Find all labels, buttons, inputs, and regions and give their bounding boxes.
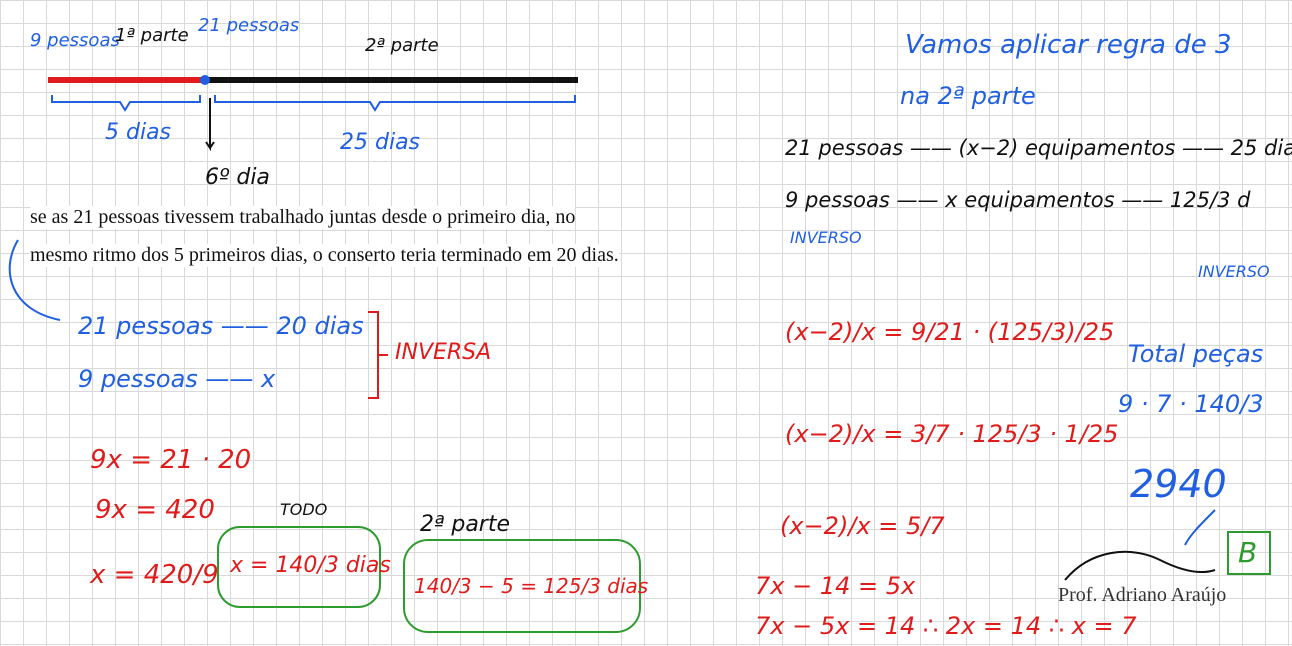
header: na 2ª parte [900, 82, 1036, 110]
relation: INVERSO [1198, 262, 1270, 281]
box [403, 539, 641, 633]
label: 5 dias [105, 120, 172, 145]
relation: INVERSA [395, 340, 492, 365]
label: 25 dias [340, 130, 421, 155]
arrow [205, 98, 215, 152]
brace [51, 95, 201, 112]
rule-row: 9 pessoas —— x equipamentos —— 125/3 d [785, 188, 1251, 212]
label: 1ª parte [115, 25, 189, 46]
header: Vamos aplicar regra de 3 [905, 30, 1232, 60]
total-result: 2940 [1130, 462, 1227, 506]
label: 9 pessoas [30, 30, 120, 51]
equation: (x−2)/x = 3/7 · 125/3 · 1/25 [785, 420, 1119, 448]
equation: 9x = 21 · 20 [90, 445, 252, 475]
rule-row: 21 pessoas —— 20 dias [78, 312, 364, 340]
signature-scribble [1064, 550, 1216, 581]
label: 21 pessoas [198, 15, 300, 36]
statement-line: se as 21 pessoas tivessem trabalhado jun… [30, 206, 576, 229]
total-expr: 9 · 7 · 140/3 [1118, 390, 1264, 418]
rule-row: 21 pessoas —— (x−2) equipamentos —— 25 d… [785, 136, 1292, 160]
split-point [200, 75, 210, 85]
result: 140/3 − 5 = 125/3 dias [414, 574, 649, 598]
relation: INVERSO [790, 228, 862, 247]
statement-line: mesmo ritmo dos 5 primeiros dias, o cons… [30, 244, 619, 267]
equation: 7x − 5x = 14 ∴ 2x = 14 ∴ x = 7 [755, 612, 1137, 640]
label: 6º dia [205, 165, 270, 190]
total-title: Total peças [1128, 340, 1264, 368]
signature: Prof. Adriano Araújo [1058, 584, 1227, 606]
equation: (x−2)/x = 9/21 · (125/3)/25 [785, 318, 1115, 346]
rule-row: 9 pessoas —— x [78, 365, 276, 393]
equation: x = 420/9 [90, 560, 219, 590]
label: 2ª parte [365, 35, 439, 56]
box [217, 526, 381, 608]
equation: 7x − 14 = 5x [755, 572, 916, 600]
label: TODO [280, 500, 328, 519]
label: 2ª parte [420, 512, 511, 537]
stroke [1184, 509, 1216, 546]
brace [214, 95, 576, 112]
bracket [368, 311, 388, 399]
answer: B [1238, 536, 1258, 569]
result: x = 140/3 dias [230, 553, 391, 578]
arrow [8, 239, 61, 321]
equation: 9x = 420 [95, 495, 215, 525]
equation: (x−2)/x = 5/7 [780, 512, 945, 540]
answer-box [1227, 531, 1271, 575]
